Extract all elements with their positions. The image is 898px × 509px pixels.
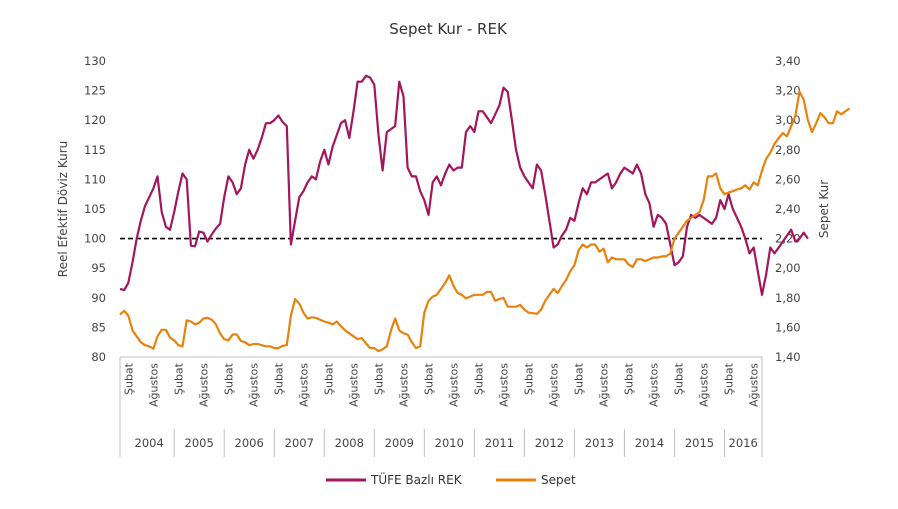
x-year-label: 2005 xyxy=(185,436,214,450)
x-month-tick-label: Şubat xyxy=(222,362,235,395)
y-right-tick-label: 1,80 xyxy=(775,291,801,305)
x-year-label: 2008 xyxy=(335,436,364,450)
y-right-tick-label: 3,40 xyxy=(775,54,801,68)
y-right-tick-label: 3,00 xyxy=(775,113,801,127)
x-month-tick-label: Ağustos xyxy=(398,363,411,407)
chart-title: Sepet Kur - REK xyxy=(389,20,508,38)
x-month-tick-label: Ağustos xyxy=(748,363,761,407)
x-year-label: 2013 xyxy=(585,436,614,450)
y-right-tick-label: 3,20 xyxy=(775,84,801,98)
y-right-tick-label: 1,40 xyxy=(775,350,801,364)
x-year-label: 2012 xyxy=(535,436,564,450)
y-left-tick-label: 125 xyxy=(84,84,106,98)
series-line-tufe-bazli-rek xyxy=(119,74,809,296)
x-month-tick-label: Ağustos xyxy=(297,363,310,407)
legend-label-sepet: Sepet xyxy=(541,473,576,487)
y-left-tick-label: 110 xyxy=(84,172,106,186)
x-month-tick-label: Ağustos xyxy=(197,363,210,407)
y-right-tick-label: 2,00 xyxy=(775,261,801,275)
x-year-label: 2015 xyxy=(685,436,714,450)
x-year-label: 2011 xyxy=(485,436,514,450)
y-axis-left-label: Reel Efektif Döviz Kuru xyxy=(56,141,70,277)
x-year-label: 2010 xyxy=(435,436,464,450)
y-left-tick-label: 80 xyxy=(91,350,106,364)
x-month-tick-label: Şubat xyxy=(523,362,536,395)
y-left-tick-label: 95 xyxy=(91,261,106,275)
y-left-tick-label: 120 xyxy=(84,113,106,127)
x-month-tick-label: Ağustos xyxy=(348,363,361,407)
series-line-sepet xyxy=(119,90,851,353)
y-left-tick-label: 85 xyxy=(91,320,106,334)
x-year-label: 2004 xyxy=(135,436,164,450)
x-month-tick-label: Ağustos xyxy=(247,363,260,407)
x-month-tick-label: Ağustos xyxy=(498,363,511,407)
x-year-label: 2014 xyxy=(635,436,664,450)
y-right-tick-label: 2,40 xyxy=(775,202,801,216)
y-right-tick-label: 2,80 xyxy=(775,143,801,157)
y-left-tick-label: 100 xyxy=(84,232,106,246)
y-left-tick-label: 105 xyxy=(84,202,106,216)
x-month-tick-label: Şubat xyxy=(322,362,335,395)
x-month-tick-label: Ağustos xyxy=(448,363,461,407)
x-month-tick-label: Şubat xyxy=(122,362,135,395)
y-left-tick-label: 115 xyxy=(84,143,106,157)
x-month-tick-label: Şubat xyxy=(673,362,686,395)
legend-label-tufe: TÜFE Bazlı REK xyxy=(370,471,463,487)
x-month-tick-label: Şubat xyxy=(573,362,586,395)
x-month-tick-label: Ağustos xyxy=(548,363,561,407)
y-right-tick-label: 1,60 xyxy=(775,320,801,334)
x-year-label: 2016 xyxy=(729,436,758,450)
y-left-tick-label: 90 xyxy=(91,291,106,305)
x-month-tick-label: Ağustos xyxy=(598,363,611,407)
x-month-tick-label: Şubat xyxy=(473,362,486,395)
x-month-tick-label: Şubat xyxy=(172,362,185,395)
x-year-label: 2006 xyxy=(235,436,264,450)
x-year-label: 2007 xyxy=(285,436,314,450)
x-year-label: 2009 xyxy=(385,436,414,450)
x-month-tick-label: Ağustos xyxy=(648,363,661,407)
x-month-tick-label: Şubat xyxy=(423,362,436,395)
plot-area: 80 85 90 95 100 105 110 115 120 125 130 1,40 1,60 1,8… xyxy=(84,54,851,457)
x-month-tick-label: Ağustos xyxy=(147,363,160,407)
x-month-tick-label: Ağustos xyxy=(698,363,711,407)
y-axis-right-label: Sepet Kur xyxy=(817,180,831,238)
y-left-tick-label: 130 xyxy=(84,54,106,68)
x-month-tick-label: Şubat xyxy=(272,362,285,395)
x-month-tick-label: Şubat xyxy=(723,362,736,395)
y-right-tick-label: 2,60 xyxy=(775,172,801,186)
x-month-tick-label: Şubat xyxy=(373,362,386,395)
x-month-tick-label: Şubat xyxy=(623,362,636,395)
chart-legend: TÜFE Bazlı REK Sepet xyxy=(326,471,576,487)
